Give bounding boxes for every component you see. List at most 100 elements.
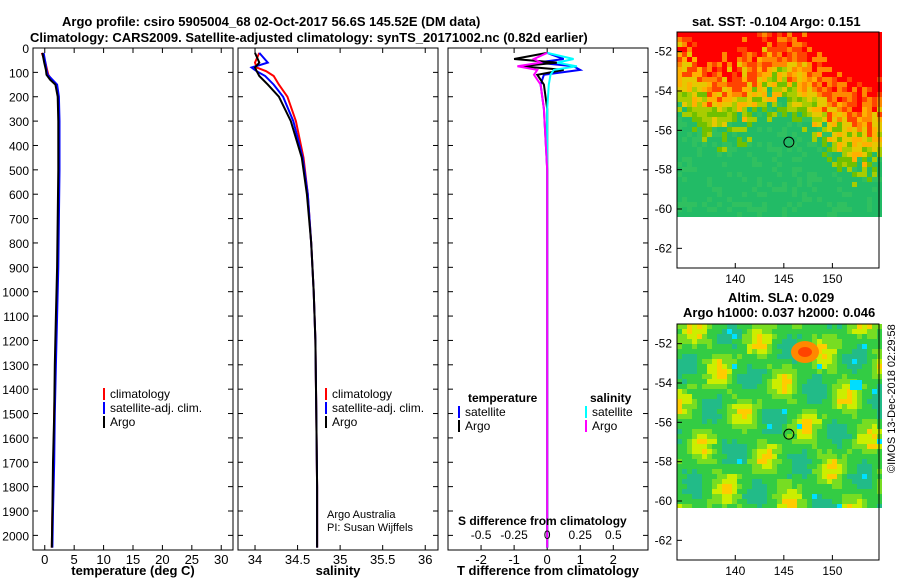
sst-map-cell [677, 77, 682, 82]
sst-map-cell [777, 177, 782, 182]
sst-map-cell [807, 102, 812, 107]
sla-map-cell [862, 344, 867, 349]
depth-tick-label: 1800 [2, 481, 29, 495]
sla-map-cell [797, 459, 802, 464]
sst-map-cell [782, 162, 787, 167]
sla-map-cell [842, 469, 847, 474]
sst-map-cell [762, 42, 767, 47]
sst-map-cell [742, 202, 747, 207]
sst-map-cell [757, 167, 762, 172]
sla-map-cell [837, 489, 842, 494]
sst-map-cell [792, 77, 797, 82]
sla-map-cell [832, 444, 837, 449]
sla-map-cell [792, 384, 797, 389]
sst-map-cell [872, 142, 877, 147]
sla-map-cell [827, 359, 832, 364]
sst-map-cell [827, 197, 832, 202]
sla-map-cell [817, 384, 822, 389]
sla-map-cell [682, 359, 687, 364]
temperature-xtick-label: 15 [126, 552, 140, 567]
sla-map-cell [822, 464, 827, 469]
sst-map-cell [782, 122, 787, 127]
sst-map-cell [842, 57, 847, 62]
sst-map-cell [767, 207, 772, 212]
sla-map-cell [712, 449, 717, 454]
sst-map-cell [862, 77, 867, 82]
sla-map-cell [857, 334, 862, 339]
sla-map-cell [827, 494, 832, 499]
sla-map-cell [712, 439, 717, 444]
sla-map-cell [682, 339, 687, 344]
sst-map-cell [707, 102, 712, 107]
differences-legend-t-title: temperature [468, 391, 538, 405]
sla-map-cell [702, 374, 707, 379]
sla-map-cell [822, 399, 827, 404]
sst-map-cell [787, 52, 792, 57]
sst-map-cell [872, 82, 877, 87]
sst-map-cell [717, 187, 722, 192]
sst-map-cell [702, 97, 707, 102]
depth-tick-label: 2000 [2, 529, 29, 543]
sla-map-cell [742, 339, 747, 344]
sla-map-cell [767, 324, 772, 329]
sst-map-cell [787, 192, 792, 197]
sla-map-cell [862, 474, 867, 479]
sst-map-cell [867, 182, 872, 187]
sla-map-cell [747, 374, 752, 379]
sla-map-cell [837, 329, 842, 334]
sst-map-cell [817, 212, 822, 217]
sla-map-cell [817, 424, 822, 429]
sst-map-cell [677, 152, 682, 157]
sla-map-cell [782, 379, 787, 384]
sst-map-cell [762, 72, 767, 77]
temperature-xtick-label: 30 [214, 552, 228, 567]
sla-map-cell [772, 439, 777, 444]
sst-map-cell [832, 152, 837, 157]
sla-map-cell [732, 404, 737, 409]
sla-map-cell [747, 449, 752, 454]
sst-map-cell [717, 182, 722, 187]
sst-map-cell [727, 82, 732, 87]
sst-map-cell [802, 167, 807, 172]
sla-map-cell [797, 449, 802, 454]
sla-map-cell [852, 474, 857, 479]
sla-map-cell [697, 409, 702, 414]
sla-map-cell [847, 324, 852, 329]
sst-map-cell [717, 52, 722, 57]
sla-map-cell [742, 464, 747, 469]
sla-map-cell [812, 359, 817, 364]
sst-map-cell [732, 192, 737, 197]
sla-map-cell [707, 404, 712, 409]
sst-map-cell [867, 87, 872, 92]
sla-map-cell [727, 329, 732, 334]
sla-map-cell [802, 504, 807, 508]
sla-map-cell [762, 489, 767, 494]
sst-map-cell [827, 67, 832, 72]
sst-map-cell [722, 207, 727, 212]
sst-map-cell [717, 57, 722, 62]
sst-map-cell [702, 162, 707, 167]
sst-map-cell [762, 82, 767, 87]
sla-map-cell [817, 364, 822, 369]
sst-map-cell [752, 72, 757, 77]
sst-map-cell [777, 147, 782, 152]
sst-map-cell [742, 32, 747, 37]
sla-map-cell [722, 404, 727, 409]
sla-map-cell [797, 394, 802, 399]
sla-map-cell [687, 479, 692, 484]
sla-map-cell [747, 404, 752, 409]
sst-map-cell [822, 177, 827, 182]
sst-map-cell [832, 52, 837, 57]
sst-map-cell [752, 82, 757, 87]
sst-map-cell [682, 117, 687, 122]
sla-map-cell [822, 349, 827, 354]
sst-map-cell [797, 187, 802, 192]
sla-map-cell [737, 349, 742, 354]
sla-map-cell [732, 489, 737, 494]
sla-map-cell [682, 464, 687, 469]
sst-map-cell [862, 157, 867, 162]
sst-map-cell [867, 82, 872, 87]
sst-map-cell [797, 212, 802, 217]
sst-map-cell [842, 77, 847, 82]
sst-map-cell [742, 187, 747, 192]
